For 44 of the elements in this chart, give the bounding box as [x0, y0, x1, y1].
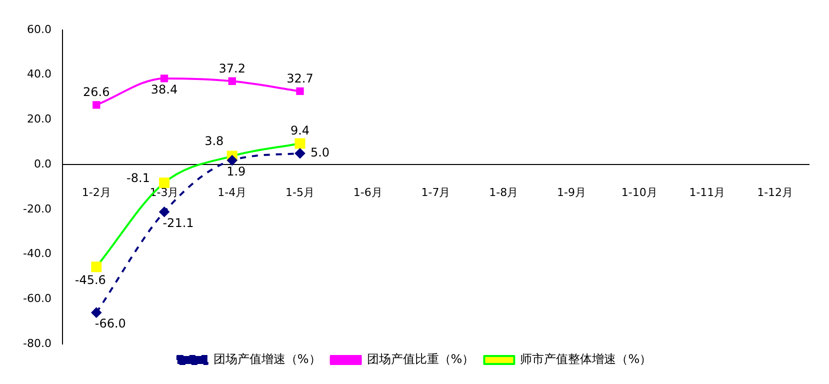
data-label: 26.6	[83, 85, 110, 100]
y-tick-label: -40.0	[22, 247, 52, 260]
point	[159, 206, 170, 217]
point	[159, 177, 170, 188]
data-label: -21.1	[162, 216, 194, 230]
point	[227, 155, 238, 166]
x-tick-label: 1-5月	[286, 186, 314, 200]
point	[91, 262, 102, 272]
y-tick-label: 20.0	[26, 112, 52, 126]
y-tick-label: -80.0	[22, 336, 52, 350]
y-tick-label: 40.0	[26, 68, 52, 81]
data-label: 5.0	[310, 145, 330, 160]
x-tick-label: 1-8月	[489, 186, 518, 200]
point	[91, 308, 102, 318]
x-tick-label: 1-6月	[353, 186, 382, 200]
x-tick-label: 1-10月	[621, 186, 658, 200]
legend-label: 师市产值整体增速（%）	[520, 352, 652, 366]
point	[228, 77, 236, 85]
y-tick-label: 0.0	[34, 157, 52, 170]
point	[160, 74, 168, 82]
data-label: 9.4	[290, 124, 310, 138]
data-label: 37.2	[218, 61, 246, 76]
data-label: 38.4	[150, 82, 178, 97]
point	[92, 101, 100, 109]
x-tick-label: 1-2月	[82, 186, 111, 200]
x-tick-label: 1-11月	[689, 186, 726, 200]
y-tick-label: -20.0	[22, 202, 52, 216]
data-label: -45.6	[74, 272, 106, 287]
point	[296, 87, 304, 96]
x-tick-label: 1-12月	[757, 186, 794, 200]
data-label: -66.0	[94, 316, 126, 331]
point	[294, 148, 305, 158]
data-label: -8.1	[126, 170, 150, 185]
x-tick-label: 1-7月	[421, 186, 450, 200]
y-tick-label: -60.0	[22, 292, 52, 305]
legend-label: 团场产值比重（%）	[366, 352, 474, 366]
point	[294, 138, 306, 149]
data-label: 3.8	[204, 134, 224, 148]
x-tick-label: 1-4月	[218, 186, 247, 200]
data-label: 32.7	[286, 71, 314, 86]
y-tick-label: 60.0	[26, 22, 52, 36]
legend-label: 团场产值增速（%）	[213, 352, 321, 366]
data-label: 1.9	[226, 164, 246, 178]
x-tick-label: 1-9月	[556, 186, 586, 200]
